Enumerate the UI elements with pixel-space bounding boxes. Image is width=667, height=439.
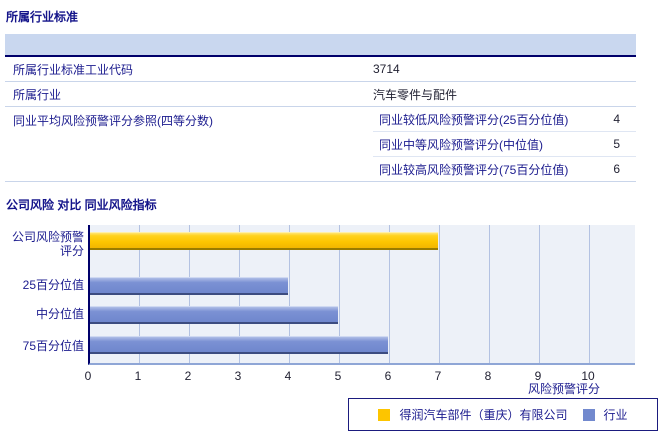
quartile-value: 4 (613, 112, 620, 126)
y-axis-label: 公司风险预警评分 (11, 230, 84, 258)
x-tick-label: 3 (234, 369, 242, 383)
legend-label-company: 得润汽车部件（重庆）有限公司 (399, 408, 568, 422)
row-label: 所属行业 (13, 87, 62, 102)
chart-legend: 得润汽车部件（重庆）有限公司 行业 (348, 398, 658, 431)
x-tick-label: 10 (581, 369, 595, 383)
x-tick-label: 8 (484, 369, 492, 383)
table-row: 所属行业 汽车零件与配件 (5, 82, 636, 107)
x-tick-label: 0 (84, 369, 92, 383)
x-tick-label: 4 (284, 369, 292, 383)
legend-swatch-industry-icon (582, 408, 595, 421)
row-value: 汽车零件与配件 (373, 87, 458, 102)
quartile-value: 6 (613, 162, 620, 176)
gridline (389, 225, 390, 363)
legend-label-industry: 行业 (603, 408, 628, 422)
x-tick-label: 9 (534, 369, 542, 383)
bar-industry-median (90, 306, 338, 324)
quartile-item: 同业较低风险预警评分(25百分位值) 4 (373, 107, 636, 132)
legend-swatch-company-icon (378, 408, 391, 421)
gridline (489, 225, 490, 363)
table-header-band (5, 34, 636, 57)
x-tick-label: 5 (334, 369, 342, 383)
x-tick-label: 1 (134, 369, 142, 383)
gridline (539, 225, 540, 363)
y-axis-label: 25百分位值 (22, 278, 84, 292)
gridline (289, 225, 290, 363)
row-label: 同业平均风险预警评分参照(四等分数) (13, 114, 213, 128)
y-axis-label: 中分位值 (35, 307, 84, 321)
quartile-items: 同业较低风险预警评分(25百分位值) 4 同业中等风险预警评分(中位值) 5 同… (373, 107, 636, 181)
table-row: 所属行业标准工业代码 3714 (5, 57, 636, 82)
row-value: 3714 (373, 62, 400, 76)
x-tick-label: 2 (184, 369, 192, 383)
row-label: 所属行业标准工业代码 (13, 62, 134, 77)
bar-industry-p75 (90, 336, 388, 354)
industry-table: 所属行业标准工业代码 3714 所属行业 汽车零件与配件 同业平均风险预警评分参… (5, 34, 636, 182)
y-axis-label: 75百分位值 (22, 339, 84, 353)
table-row-quartiles: 同业平均风险预警评分参照(四等分数) 同业较低风险预警评分(25百分位值) 4 … (5, 107, 636, 182)
x-axis-title: 风险预警评分 (527, 382, 600, 396)
quartile-item: 同业较高风险预警评分(75百分位值) 6 (373, 157, 636, 181)
x-tick-label: 7 (434, 369, 442, 383)
quartile-item: 同业中等风险预警评分(中位值) 5 (373, 132, 636, 157)
quartile-label: 同业中等风险预警评分(中位值) (379, 137, 543, 152)
gridline (589, 225, 590, 363)
plot-area (88, 225, 635, 365)
x-tick-label: 6 (384, 369, 392, 383)
quartile-label: 同业较高风险预警评分(75百分位值) (379, 162, 569, 177)
gridline (339, 225, 340, 363)
chart-title: 公司风险 对比 同业风险指标 (6, 198, 157, 212)
industry-table-title: 所属行业标准 (6, 10, 79, 24)
bar-industry-p25 (90, 277, 288, 295)
quartile-label: 同业较低风险预警评分(25百分位值) (379, 112, 569, 127)
gridline (439, 225, 440, 363)
bar-company-score (90, 232, 438, 250)
quartile-value: 5 (613, 137, 620, 151)
